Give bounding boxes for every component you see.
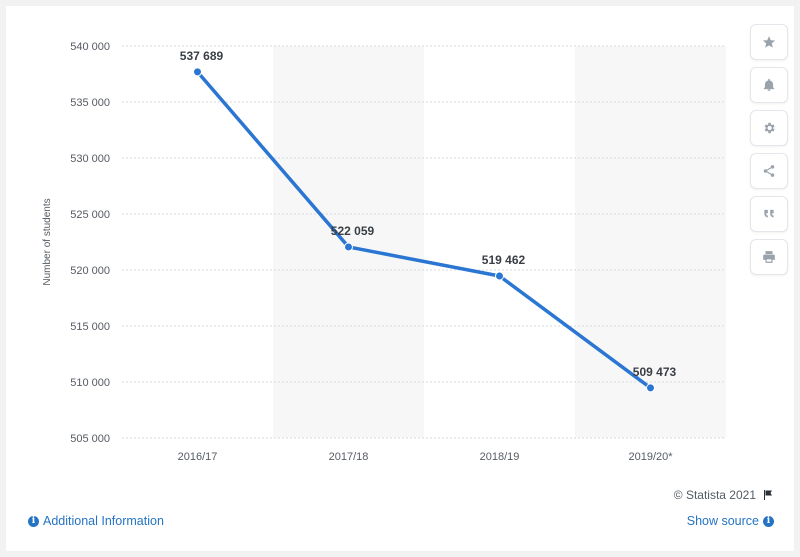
- chart-card: 505 000 510 000 515 000 520 000 525 000 530 0…: [6, 6, 794, 551]
- side-toolbar: [750, 24, 788, 275]
- gear-icon: [764, 122, 775, 134]
- data-point: [344, 242, 353, 252]
- column-band: [575, 46, 726, 438]
- data-point: [646, 383, 655, 393]
- show-source-link[interactable]: Show source i: [687, 514, 774, 528]
- y-axis: 505 000 510 000 515 000 520 000 525 000 530 0…: [70, 41, 110, 445]
- x-tick-label: 2019/20*: [628, 451, 673, 463]
- y-tick-label: 515 000: [70, 321, 110, 333]
- y-tick-label: 530 000: [70, 153, 110, 165]
- info-icon: i: [28, 515, 39, 527]
- y-tick-label: 510 000: [70, 377, 110, 389]
- statista-credit[interactable]: © Statista 2021: [674, 488, 774, 502]
- column-band: [273, 46, 424, 438]
- data-label: 537 689: [180, 49, 224, 63]
- bell-icon: [763, 78, 775, 91]
- y-tick-label: 505 000: [70, 433, 110, 445]
- data-point: [193, 67, 202, 77]
- data-point: [495, 271, 504, 281]
- column-bands: [273, 46, 726, 438]
- y-tick-label: 540 000: [70, 41, 110, 53]
- notification-button[interactable]: [750, 67, 788, 103]
- data-label: 522 059: [331, 224, 375, 238]
- settings-button[interactable]: [750, 110, 788, 146]
- x-tick-label: 2017/18: [329, 451, 369, 463]
- favorite-button[interactable]: [750, 24, 788, 60]
- x-axis: 2016/17 2017/18 2018/19 2019/20*: [178, 451, 674, 463]
- additional-information-link[interactable]: i Additional Information: [28, 514, 164, 528]
- data-label: 519 462: [482, 253, 526, 267]
- data-labels: 537 689 522 059 519 462 509 473: [180, 49, 677, 379]
- additional-information-label: Additional Information: [43, 514, 164, 528]
- share-button[interactable]: [750, 153, 788, 189]
- print-icon: [763, 251, 775, 263]
- show-source-label: Show source: [686, 514, 759, 528]
- star-icon: [762, 36, 776, 48]
- line-chart: 505 000 510 000 515 000 520 000 525 000 530 0…: [42, 41, 726, 463]
- x-tick-label: 2018/19: [480, 451, 520, 463]
- y-tick-label: 535 000: [70, 97, 110, 109]
- flag-icon: [764, 490, 772, 500]
- quote-icon: [764, 209, 774, 218]
- share-icon: [763, 165, 775, 177]
- y-tick-label: 520 000: [70, 265, 110, 277]
- x-tick-label: 2016/17: [178, 451, 218, 463]
- y-tick-label: 525 000: [70, 209, 110, 221]
- series-line-path: [195, 70, 653, 390]
- cite-button[interactable]: [750, 196, 788, 232]
- print-button[interactable]: [750, 239, 788, 275]
- y-axis-label: Number of students: [42, 198, 53, 285]
- info-icon: i: [763, 515, 774, 527]
- series-line: [193, 67, 655, 393]
- credit-text: © Statista 2021: [673, 488, 756, 502]
- data-label: 509 473: [633, 365, 677, 379]
